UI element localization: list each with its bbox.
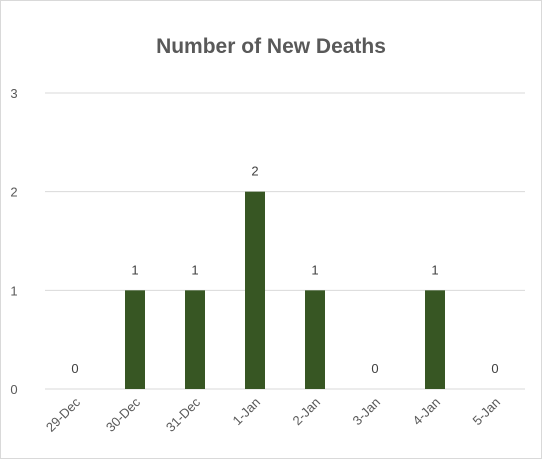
bar bbox=[425, 290, 445, 389]
data-label: 0 bbox=[371, 361, 378, 376]
x-tick-label: 4-Jan bbox=[410, 395, 444, 429]
bar bbox=[185, 290, 205, 389]
x-tick-label: 30-Dec bbox=[103, 394, 144, 435]
data-label: 1 bbox=[191, 262, 198, 277]
y-tick-label: 2 bbox=[10, 185, 17, 200]
y-tick-label: 0 bbox=[10, 382, 17, 397]
x-tick-label: 2-Jan bbox=[290, 395, 324, 429]
data-label: 0 bbox=[491, 361, 498, 376]
data-label: 0 bbox=[71, 361, 78, 376]
data-label: 1 bbox=[311, 262, 318, 277]
x-tick-label: 3-Jan bbox=[350, 395, 384, 429]
x-tick-label: 31-Dec bbox=[163, 394, 204, 435]
x-tick-label: 29-Dec bbox=[43, 394, 84, 435]
y-tick-label: 1 bbox=[10, 283, 17, 298]
data-label: 1 bbox=[431, 262, 438, 277]
data-label: 1 bbox=[131, 262, 138, 277]
chart-title: Number of New Deaths bbox=[156, 35, 386, 58]
bar bbox=[245, 191, 265, 389]
y-tick-label: 3 bbox=[10, 86, 17, 101]
bar bbox=[305, 290, 325, 389]
data-label: 2 bbox=[251, 164, 258, 179]
x-tick-label: 1-Jan bbox=[230, 395, 264, 429]
x-tick-label: 5-Jan bbox=[470, 395, 504, 429]
bar bbox=[125, 290, 145, 389]
